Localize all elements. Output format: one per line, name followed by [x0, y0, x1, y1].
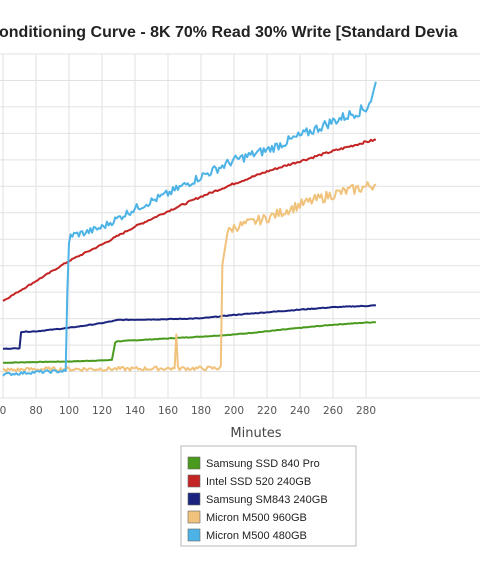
legend-label: Intel SSD 520 240GB	[206, 476, 311, 488]
x-tick-label: 100	[59, 405, 79, 417]
x-tick-label: 120	[92, 405, 112, 417]
x-tick-label: 220	[257, 405, 277, 417]
legend-swatch	[187, 510, 201, 524]
x-tick-label: 180	[191, 405, 211, 417]
x-tick-label: 280	[356, 405, 376, 417]
x-tick-label: 0	[0, 405, 6, 417]
legend-swatch	[187, 474, 201, 488]
x-tick-label: 80	[29, 405, 42, 417]
chart-title: onditioning Curve - 8K 70% Read 30% Writ…	[0, 24, 458, 41]
x-tick-label: 160	[158, 405, 178, 417]
legend-swatch	[187, 492, 201, 506]
x-axis-label: Minutes	[230, 426, 281, 441]
legend-label: Samsung SM843 240GB	[206, 494, 328, 506]
legend-label: Samsung SSD 840 Pro	[206, 458, 320, 470]
legend-label: Micron M500 960GB	[206, 512, 307, 524]
series-lines	[2, 81, 377, 377]
legend: Samsung SSD 840 Pro Intel SSD 520 240GB Sa…	[180, 445, 357, 547]
legend-label: Micron M500 480GB	[206, 530, 307, 542]
x-tick-label: 260	[323, 405, 343, 417]
x-tick-label: 140	[125, 405, 145, 417]
series-line-4	[2, 81, 377, 377]
x-tick-label: 200	[224, 405, 244, 417]
x-tick-label: 240	[290, 405, 310, 417]
legend-box	[180, 445, 357, 547]
series-line-2	[2, 304, 376, 350]
series-line-3	[2, 181, 377, 373]
x-axis-ticks: 0 80 100 120 140 160 180 200 220 240 260 280	[0, 405, 376, 417]
legend-swatch	[187, 456, 201, 470]
legend-swatch	[187, 528, 201, 542]
series-line-1	[2, 138, 376, 302]
